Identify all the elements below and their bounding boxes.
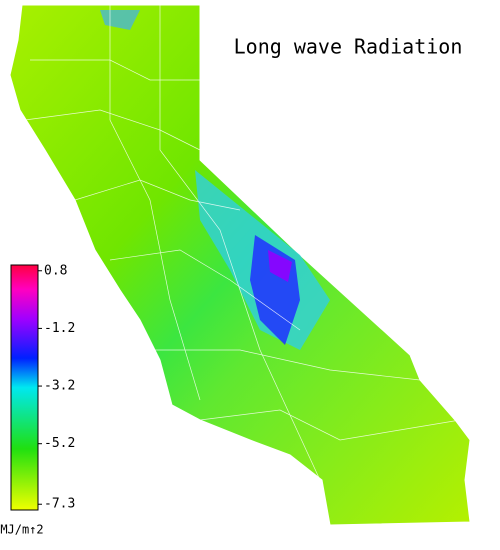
colorbar-ramp xyxy=(10,264,39,511)
colorbar-tick-label: -7.3 xyxy=(44,497,75,512)
colorbar-tick-label: 0.8 xyxy=(44,263,67,278)
colorbar-tick-label: -3.2 xyxy=(44,379,75,394)
county-lines xyxy=(24,5,461,481)
colorbar: MJ/m↑2 0.8 -1.2 -3.2 -5.2 -7.3 xyxy=(0,263,75,536)
colorbar-tick-label: -1.2 xyxy=(44,321,75,336)
map-title: Long wave Radiation xyxy=(234,35,463,59)
colorbar-unit: MJ/m↑2 xyxy=(0,523,43,537)
california-map xyxy=(9,4,471,526)
peak-core xyxy=(268,250,292,282)
colorbar-tick-label: -5.2 xyxy=(44,436,75,451)
